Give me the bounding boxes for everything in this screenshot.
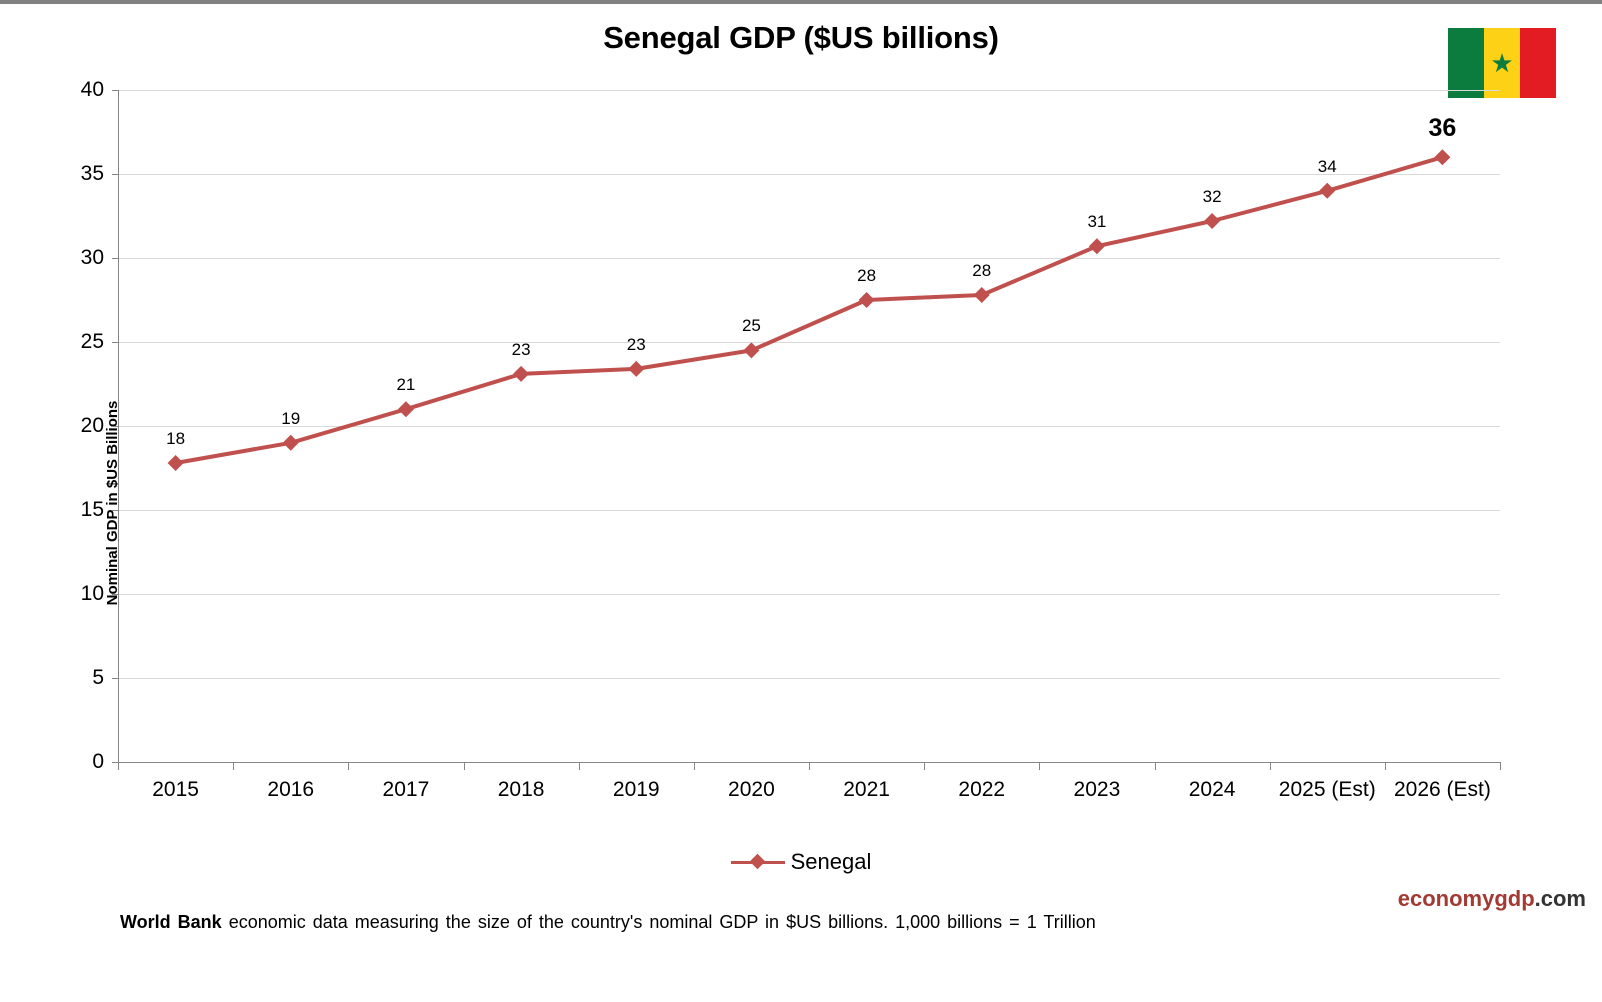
flag-band-red xyxy=(1520,28,1556,98)
data-point-label: 32 xyxy=(1202,187,1222,207)
x-axis-label: 2020 xyxy=(728,778,775,801)
series-marker[interactable] xyxy=(743,342,760,359)
page-title: Senegal GDP ($US billions) xyxy=(603,20,999,55)
x-axis-tick xyxy=(578,762,580,770)
x-axis-tick xyxy=(1154,762,1156,770)
x-axis-tick xyxy=(1039,762,1041,770)
y-axis-label: 30 xyxy=(80,246,104,269)
x-axis-tick xyxy=(463,762,465,770)
brand-tld: .com xyxy=(1534,886,1586,911)
x-axis-tick xyxy=(233,762,235,770)
y-axis-label: 0 xyxy=(92,750,104,773)
flag-band-green xyxy=(1448,28,1484,98)
data-point-label: 23 xyxy=(511,339,531,359)
plot-area xyxy=(118,90,1500,762)
y-axis-tick xyxy=(112,426,119,427)
x-axis-label: 2023 xyxy=(1073,778,1121,801)
data-point-label: 19 xyxy=(281,408,301,428)
series-marker[interactable] xyxy=(1434,149,1451,166)
x-axis-tick xyxy=(693,762,695,770)
series-marker[interactable] xyxy=(858,292,875,308)
y-axis-label: 15 xyxy=(80,498,104,521)
gridline xyxy=(118,510,1500,511)
x-axis-label: 2019 xyxy=(612,778,660,801)
y-axis-label: 40 xyxy=(80,78,104,101)
series-senegal xyxy=(167,149,1451,471)
data-point-label: 31 xyxy=(1087,212,1107,232)
data-point-label: 28 xyxy=(972,260,992,280)
y-axis-tick xyxy=(112,342,119,343)
x-axis-label: 2016 xyxy=(267,778,315,801)
gridline xyxy=(118,426,1500,427)
x-axis-label: 2017 xyxy=(382,778,430,801)
brand-name: economygdp xyxy=(1397,886,1535,911)
x-axis-tick xyxy=(1500,762,1501,770)
y-axis-tick xyxy=(112,594,119,595)
y-axis-label: 20 xyxy=(80,414,104,437)
legend-diamond-icon xyxy=(749,853,765,870)
x-axis-label: 2025 (Est) xyxy=(1278,778,1376,801)
y-axis-tick xyxy=(112,258,119,259)
series-marker[interactable] xyxy=(1088,238,1105,255)
y-axis-tick xyxy=(112,510,119,511)
y-axis-label: 25 xyxy=(80,330,104,353)
series-marker[interactable] xyxy=(167,454,184,471)
y-axis-tick xyxy=(112,762,119,763)
data-point-label: 28 xyxy=(857,266,877,285)
x-axis-tick xyxy=(348,762,350,770)
senegal-flag-icon: ★ xyxy=(1448,28,1556,98)
gridline xyxy=(118,678,1500,679)
flag-star-icon: ★ xyxy=(1490,48,1514,78)
footer-source-rest: economic data measuring the size of the … xyxy=(221,912,1096,932)
y-axis-label: 35 xyxy=(80,162,104,185)
x-axis-label: 2024 xyxy=(1188,778,1236,801)
gridline xyxy=(118,594,1500,595)
data-point-label: 36 xyxy=(1428,114,1457,143)
series-marker[interactable] xyxy=(282,434,299,451)
y-axis-label: 10 xyxy=(80,582,104,605)
x-axis-label: 2022 xyxy=(958,778,1006,801)
x-axis-tick xyxy=(924,762,926,770)
data-point-label: 23 xyxy=(626,334,646,354)
y-axis-tick xyxy=(112,678,119,679)
x-axis-tick xyxy=(1269,762,1271,770)
data-point-label: 21 xyxy=(396,375,416,395)
gridline xyxy=(118,90,1500,91)
x-axis-label: 2026 (Est) xyxy=(1393,778,1491,801)
site-brand[interactable]: economygdp.com xyxy=(1398,886,1586,912)
x-axis-label: 2015 xyxy=(152,778,199,801)
x-axis-tick xyxy=(1384,762,1386,770)
gridline xyxy=(118,174,1500,175)
y-axis-tick xyxy=(112,174,119,175)
x-axis-label: 2018 xyxy=(497,778,545,801)
footer-source-bold: World Bank xyxy=(120,912,222,932)
legend-label-senegal: Senegal xyxy=(790,849,872,874)
footer-source-note: World Bank economic data measuring the s… xyxy=(120,912,1096,933)
gridline xyxy=(118,258,1500,259)
series-marker[interactable] xyxy=(628,360,645,377)
series-marker[interactable] xyxy=(1204,213,1221,230)
series-marker[interactable] xyxy=(513,365,530,382)
series-marker[interactable] xyxy=(397,401,414,418)
legend-marker-senegal xyxy=(730,853,785,871)
y-axis-tick xyxy=(112,90,119,91)
series-marker[interactable] xyxy=(973,286,990,303)
series-marker[interactable] xyxy=(1319,182,1336,199)
chart-legend: Senegal xyxy=(0,849,1602,875)
gridline xyxy=(118,342,1500,343)
x-axis-label: 2021 xyxy=(843,778,890,801)
series-line xyxy=(175,155,1443,465)
data-point-label: 34 xyxy=(1317,156,1337,176)
y-axis-label: 5 xyxy=(92,666,104,689)
flag-band-yellow: ★ xyxy=(1484,28,1520,98)
x-axis-tick xyxy=(809,762,810,770)
data-point-label: 25 xyxy=(741,316,761,336)
data-point-label: 18 xyxy=(166,428,186,448)
x-axis-tick xyxy=(118,762,119,770)
